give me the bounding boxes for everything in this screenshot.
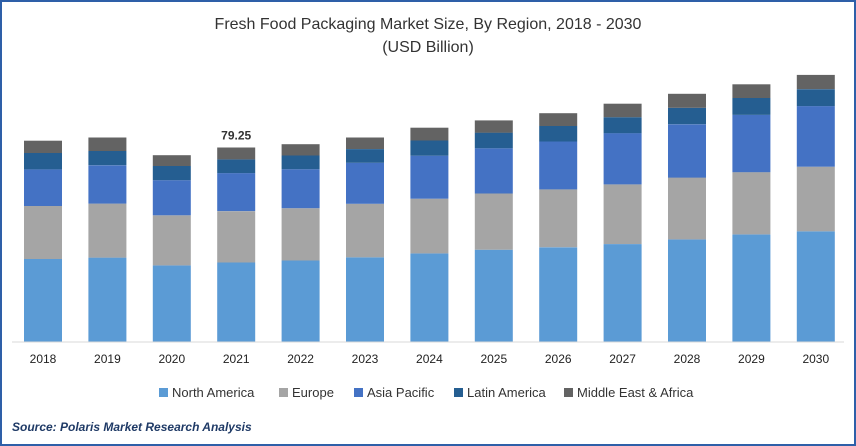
bar-2020-latin-america: [152, 166, 191, 181]
bar-2020-middle-east-africa: [152, 155, 191, 166]
x-tick-2028: 2028: [674, 352, 701, 366]
bar-2025-europe: [474, 193, 513, 250]
bar-2019-north-america: [88, 257, 127, 342]
bar-2030-middle-east-africa: [796, 74, 835, 90]
bar-2029-middle-east-africa: [732, 84, 771, 98]
bar-2026-middle-east-africa: [539, 113, 578, 126]
bar-2029-latin-america: [732, 98, 771, 115]
x-tick-2024: 2024: [416, 352, 443, 366]
bar-2023-latin-america: [346, 149, 384, 163]
bar-2018-latin-america: [24, 153, 62, 170]
bar-2020-europe: [152, 215, 191, 266]
bar-2018-asia-pacific: [24, 169, 62, 206]
bar-2024-north-america: [410, 253, 449, 342]
bar-2022-latin-america: [281, 155, 320, 170]
bars-group: 79.25: [24, 74, 835, 342]
legend-swatch-europe: [279, 388, 288, 397]
bar-2027-europe: [603, 184, 642, 244]
bar-2029-north-america: [732, 234, 771, 342]
bar-2028-middle-east-africa: [668, 93, 706, 108]
bar-2024-europe: [410, 198, 449, 254]
legend-label-middle-east-africa: Middle East & Africa: [577, 385, 694, 400]
x-axis-ticks: 2018 2019 2020 2021 2022 2023 2024 2025 2026 2027…: [30, 352, 830, 366]
x-tick-2026: 2026: [545, 352, 572, 366]
bar-2024-latin-america: [410, 140, 449, 156]
legend-swatch-north-america: [159, 388, 168, 397]
bar-2018-north-america: [24, 259, 62, 342]
bar-2023-north-america: [346, 257, 384, 342]
chart-title: Fresh Food Packaging Market Size, By Reg…: [215, 16, 642, 33]
bar-2026-europe: [539, 189, 578, 248]
bar-2020-asia-pacific: [152, 180, 191, 216]
bar-2023-europe: [346, 203, 384, 258]
bar-2021-asia-pacific: [217, 173, 256, 212]
bar-2018-europe: [24, 206, 62, 259]
legend-label-latin-america: Latin America: [467, 385, 547, 400]
bar-2024-middle-east-africa: [410, 127, 449, 141]
x-tick-2029: 2029: [738, 352, 765, 366]
bar-2023-asia-pacific: [346, 162, 384, 204]
x-tick-2022: 2022: [287, 352, 314, 366]
legend-label-north-america: North America: [172, 385, 255, 400]
bar-2024-asia-pacific: [410, 155, 449, 199]
bar-2030-asia-pacific: [796, 106, 835, 167]
bar-2026-latin-america: [539, 126, 578, 142]
bar-2019-europe: [88, 203, 127, 258]
bar-2021-latin-america: [217, 159, 256, 174]
bar-2026-asia-pacific: [539, 141, 578, 190]
bar-2019-middle-east-africa: [88, 137, 127, 151]
bar-2028-asia-pacific: [668, 124, 706, 178]
bar-2022-north-america: [281, 260, 320, 342]
bar-2025-latin-america: [474, 132, 513, 149]
x-tick-2025: 2025: [480, 352, 507, 366]
legend-swatch-latin-america: [454, 388, 463, 397]
bar-2028-europe: [668, 177, 706, 240]
bar-2025-north-america: [474, 249, 513, 342]
chart-subtitle: (USD Billion): [382, 39, 474, 56]
bar-2026-north-america: [539, 247, 578, 342]
bar-2025-middle-east-africa: [474, 120, 513, 133]
bar-2023-middle-east-africa: [346, 137, 384, 149]
bar-2027-asia-pacific: [603, 133, 642, 185]
bar-2022-middle-east-africa: [281, 144, 320, 156]
x-tick-2019: 2019: [94, 352, 121, 366]
legend-label-europe: Europe: [292, 385, 334, 400]
x-tick-2018: 2018: [30, 352, 57, 366]
bar-2020-north-america: [152, 265, 191, 342]
legend-swatch-asia-pacific: [354, 388, 363, 397]
bar-2028-latin-america: [668, 107, 706, 125]
bar-2022-europe: [281, 208, 320, 261]
bar-2019-asia-pacific: [88, 165, 127, 204]
bar-2021-north-america: [217, 262, 256, 342]
bar-2029-europe: [732, 172, 771, 235]
bar-2018-middle-east-africa: [24, 140, 62, 153]
bar-2021-europe: [217, 211, 256, 263]
bar-2022-asia-pacific: [281, 169, 320, 209]
x-tick-2023: 2023: [352, 352, 379, 366]
bar-2028-north-america: [668, 239, 706, 342]
bar-2030-north-america: [796, 231, 835, 342]
bar-2021-middle-east-africa: [217, 147, 256, 160]
x-tick-2020: 2020: [158, 352, 185, 366]
bar-2030-latin-america: [796, 89, 835, 107]
x-tick-2027: 2027: [609, 352, 636, 366]
bar-2019-latin-america: [88, 151, 127, 166]
bar-2027-latin-america: [603, 117, 642, 134]
x-tick-2030: 2030: [802, 352, 829, 366]
bar-2029-asia-pacific: [732, 115, 771, 173]
x-tick-2021: 2021: [223, 352, 250, 366]
legend: North America Europe Asia Pacific Latin Ame…: [159, 385, 694, 400]
bar-2027-middle-east-africa: [603, 103, 642, 118]
bar-2025-asia-pacific: [474, 148, 513, 194]
source-note: Source: Polaris Market Research Analysis: [12, 420, 252, 434]
bar-2030-europe: [796, 166, 835, 232]
legend-swatch-middle-east-africa: [564, 388, 573, 397]
bar-2027-north-america: [603, 244, 642, 342]
legend-label-asia-pacific: Asia Pacific: [367, 385, 435, 400]
data-label-2021: 79.25: [221, 129, 251, 143]
